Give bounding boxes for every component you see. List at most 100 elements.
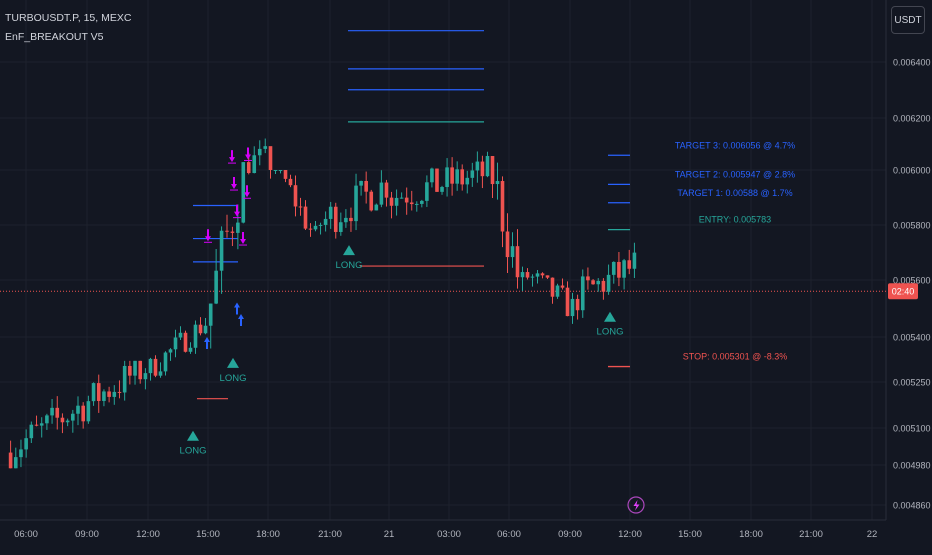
candle-down [565,281,570,317]
candle-up [379,170,384,208]
candle-up [143,368,148,390]
candle-up [112,385,117,405]
candle-body [257,148,262,156]
candle-up [359,180,363,196]
time-tick-label: 21 [384,529,395,540]
candle-down [288,174,293,188]
price-tick-label: 0.006200 [893,114,931,124]
candle-up [530,274,535,287]
candle-down [545,275,550,279]
long-signal-icon [343,245,355,256]
candle-down [617,251,621,287]
candle-body [252,155,257,174]
candle-body [39,423,44,426]
trade-level-label: TARGET 3: 0.006056 @ 4.7% [675,140,795,150]
time-tick-label: 12:00 [618,529,642,540]
candle-body [430,168,434,183]
candle-body [575,298,580,311]
candle-body [293,185,298,207]
time-tick-label: 22 [867,529,878,540]
candle-body [440,187,444,192]
arrow-down-icon [205,229,211,242]
candle-body [303,206,308,229]
candle-body [364,180,368,192]
candle-body [225,230,229,232]
candle-body [188,347,193,352]
candle-down [34,415,39,427]
candle-up [414,201,419,212]
candle-up [203,318,208,335]
candle-up [440,185,444,195]
candle-body [601,280,606,292]
candle-up [470,162,475,187]
candle-body [263,146,268,149]
candle-down [369,189,374,212]
candle-up [420,199,424,208]
price-axis[interactable]: 0.006400 0.006200 0.006000 0.005800 0.005600… [885,0,932,550]
time-tick-label: 06:00 [14,529,38,540]
candle-up [455,161,459,191]
candle-body [565,287,570,317]
indicator-title[interactable]: EnF_BREAKOUT V5 [5,31,104,43]
price-tick-label: 0.005800 [893,221,931,231]
candle-up [278,170,283,174]
candle-up [39,417,44,438]
candle-body [349,217,353,222]
time-axis[interactable]: 06:00 09:00 12:00 15:00 18:00 21:00 21 03:00 06:… [0,519,932,550]
time-tick-label: 12:00 [136,529,160,540]
candle-body [475,161,480,171]
candle-body [490,156,495,185]
candle-up [495,162,500,200]
candle-body [298,206,303,208]
candle-up [214,249,218,305]
candle-up [263,138,268,154]
long-signal-label: LONG [220,373,247,384]
candle-body [273,170,278,171]
candle-body [236,222,240,233]
grid [0,0,886,520]
candle-down [389,191,394,219]
candle-body [359,180,363,186]
candle-body [344,217,348,223]
signals: LONG LONG LONG LONG [180,147,645,514]
candle-body [525,272,530,278]
candle-body [268,146,273,170]
candle-body [591,280,595,285]
candle-down [283,170,288,183]
candle-body [241,162,246,223]
candle-down [333,202,338,239]
candle-up [394,189,399,216]
indicator-overlay [0,30,886,400]
currency-button[interactable]: USDT [891,6,925,34]
candle-body [214,270,218,304]
candle-down [60,413,65,434]
candle-down [601,278,606,300]
trade-level-label: STOP: 0.005301 @ -8.3% [683,352,788,362]
candle-body [178,332,183,338]
time-tick-label: 03:00 [437,529,461,540]
candle-body [138,360,143,380]
price-tick-label: 0.004980 [893,461,931,471]
candle-up [339,212,343,236]
candle-down [81,402,85,429]
candle-up [76,396,80,426]
symbol-title[interactable]: TURBOUSDT.P, 15, MEXC [5,12,132,24]
candle-up [318,222,323,235]
candle-down [268,146,273,179]
candle-body [278,170,283,171]
candle-body [460,169,465,185]
candle-body [60,417,65,423]
price-tick-label: 0.005100 [893,424,931,434]
candle-body [323,218,328,225]
candle-body [198,324,203,334]
candle-up [445,158,449,197]
arrow-down-icon [240,232,246,245]
candle-up [425,175,429,207]
trade-level-labels: TARGET 3: 0.006056 @ 4.7% TARGET 2: 0.005… [675,140,795,361]
candle-down [303,200,308,230]
arrow-up-icon [238,313,244,326]
candle-up [163,351,168,376]
candle-down [409,190,414,211]
